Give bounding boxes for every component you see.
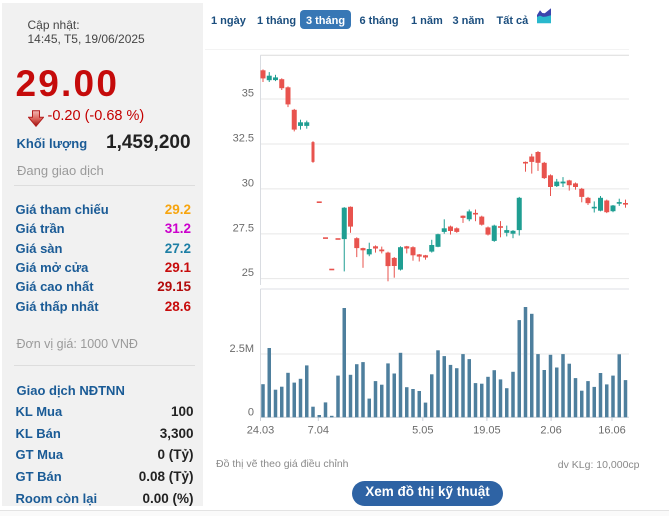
svg-text:2.5M: 2.5M	[230, 343, 254, 355]
svg-text:19.05: 19.05	[473, 425, 501, 437]
svg-text:30: 30	[242, 177, 254, 189]
svg-text:32.5: 32.5	[233, 133, 254, 145]
svg-text:35: 35	[242, 88, 254, 100]
svg-text:7.04: 7.04	[308, 425, 329, 437]
svg-text:25: 25	[242, 267, 254, 279]
svg-text:16.06: 16.06	[598, 425, 626, 437]
svg-text:27.5: 27.5	[233, 222, 254, 234]
svg-text:2.06: 2.06	[540, 425, 561, 437]
svg-text:0: 0	[248, 406, 254, 418]
svg-text:24.03: 24.03	[247, 425, 275, 437]
svg-text:5.05: 5.05	[412, 425, 433, 437]
